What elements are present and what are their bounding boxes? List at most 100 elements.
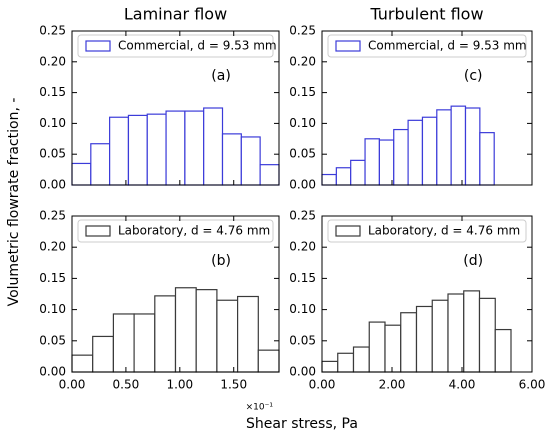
y-tick-label: 0.10 [39,116,66,130]
panel-label: (d) [463,253,483,269]
bar [421,116,438,186]
legend-label: Laboratory, d = 4.76 mm [368,224,520,238]
legend-swatch [85,40,111,52]
y-tick-label: 0.25 [289,24,316,38]
bar [127,114,148,186]
bar [203,107,224,186]
bar [478,297,496,373]
bar [364,138,380,186]
panel-label: (a) [211,68,231,84]
bar [146,113,167,186]
bar [431,299,449,373]
y-tick-label: 0.25 [39,209,66,223]
legend-label: Commercial, d = 9.53 mm [118,39,277,53]
y-tick-label: 0.05 [39,147,66,161]
bar [352,346,370,373]
bar [71,162,92,186]
bar [436,109,452,186]
panel-label: (c) [464,68,483,84]
bar [400,312,418,373]
x-tick-label: 1.50 [220,378,247,392]
bar [450,105,467,186]
axes-frame [321,30,533,186]
y-tick-label: 0.10 [289,116,316,130]
bar [109,116,130,186]
y-tick-label: 0.20 [289,240,316,254]
axes-frame [71,215,280,373]
bar [216,299,239,373]
bar [337,352,355,373]
bar [92,335,114,373]
y-tick-label: 0.10 [39,302,66,316]
x-tick-label: 0.00 [59,378,86,392]
y-tick-label: 0.05 [289,333,316,347]
bar [154,295,177,373]
bar [350,159,366,186]
bar [184,110,205,186]
column-title: Turbulent flow [369,5,483,24]
y-tick-label: 0.20 [39,54,66,68]
bar [221,133,242,186]
bar [494,328,512,373]
y-tick-label: 0.15 [39,271,66,285]
bar [165,110,186,186]
y-tick-label: 0.00 [39,178,66,192]
bar [321,360,339,373]
y-tick-label: 0.15 [39,85,66,99]
legend-swatch [85,225,111,237]
x-axis-label: Shear stress, Pa [246,416,358,432]
y-tick-label: 0.25 [39,24,66,38]
y-tick-label: 0.15 [289,85,316,99]
legend-box [327,219,527,243]
bar [479,132,495,186]
legend-box [77,219,274,243]
bar [464,107,481,186]
legend-box [327,34,527,58]
y-tick-label: 0.00 [39,365,66,379]
y-tick-label: 0.05 [39,333,66,347]
x-tick-label: 0.50 [113,378,140,392]
bar [174,287,197,373]
legend-swatch [335,40,361,52]
bar [90,143,111,186]
bar [407,119,424,186]
bar [384,324,402,373]
panel-label: (b) [211,253,231,269]
bar [335,167,352,186]
x-tick-label: 1.00 [166,378,193,392]
y-tick-label: 0.00 [289,178,316,192]
y-tick-label: 0.10 [289,302,316,316]
bar [112,313,135,373]
y-tick-label: 0.25 [289,209,316,223]
bar [257,349,280,373]
y-tick-label: 0.00 [289,365,316,379]
bar [321,173,337,186]
bar [237,295,259,373]
bar [259,164,280,186]
y-tick-label: 0.05 [289,147,316,161]
x-tick-label: 0.00 [309,378,336,392]
bar [415,305,433,373]
bar [71,354,94,373]
bar [133,313,156,373]
x-offset-label: ×10⁻¹ [246,403,274,413]
legend-swatch [335,225,361,237]
legend-label: Laboratory, d = 4.76 mm [118,224,270,238]
y-tick-label: 0.15 [289,271,316,285]
x-tick-label: 4.00 [449,378,476,392]
bar [447,293,465,373]
legend-box [77,34,274,58]
bar [393,128,409,186]
bar [368,321,386,373]
bar [240,136,261,186]
axes-frame [321,215,533,373]
x-tick-label: 2.00 [379,378,406,392]
bar [463,290,481,373]
y-tick-label: 0.20 [289,54,316,68]
bar [378,139,395,186]
bar [195,289,218,373]
column-title: Laminar flow [124,5,227,24]
legend-label: Commercial, d = 9.53 mm [368,39,527,53]
x-tick-label: 6.00 [519,378,546,392]
